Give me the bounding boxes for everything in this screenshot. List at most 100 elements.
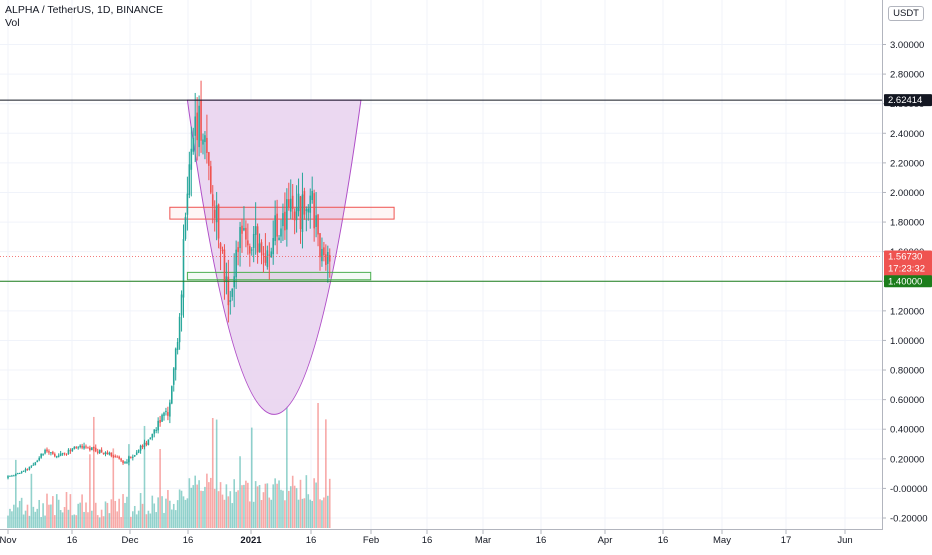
volume-bar: [305, 475, 308, 528]
candle-body: [260, 242, 263, 253]
volume-bar: [198, 480, 200, 528]
candle-body: [268, 254, 271, 256]
volume-bar: [77, 503, 79, 528]
last-price-marker-label: 17:23:32: [888, 263, 925, 274]
volume-bar: [153, 503, 156, 528]
candle-body: [223, 249, 226, 283]
candle-body: [301, 194, 304, 232]
candle-body: [96, 451, 99, 453]
volume-bar: [295, 488, 298, 528]
volume-bar: [327, 495, 329, 528]
volume-label[interactable]: Vol: [5, 17, 20, 29]
volume-bar: [61, 512, 64, 528]
candle-body: [143, 442, 146, 447]
candle-body: [71, 448, 74, 452]
volume-bar: [69, 494, 72, 528]
volume-bar: [299, 479, 302, 528]
candle-body: [22, 470, 25, 472]
volume-bar: [206, 473, 208, 528]
candle-body: [211, 194, 214, 207]
candle-body: [297, 193, 300, 212]
candle-body: [219, 243, 222, 249]
candle-body: [284, 211, 286, 231]
volume-bar: [32, 506, 35, 528]
candle-body: [24, 469, 27, 472]
candle-body: [243, 228, 245, 231]
candle-body: [61, 453, 64, 455]
candle-body: [120, 458, 122, 461]
candle-body: [227, 276, 230, 306]
candle-body: [15, 473, 17, 476]
volume-bar: [89, 454, 91, 528]
candle-body: [159, 420, 161, 423]
volume-bar: [18, 500, 21, 528]
volume-bar: [28, 515, 31, 528]
volume-bar: [184, 499, 187, 528]
volume-bar: [122, 494, 124, 528]
volume-bar: [276, 483, 278, 528]
volume-bar: [315, 482, 317, 528]
candle-body: [137, 450, 140, 453]
candle-body: [20, 471, 23, 473]
volume-bar: [211, 418, 214, 528]
x-tick-label: May: [713, 535, 731, 546]
volume-bar: [133, 505, 136, 528]
volume-bar: [65, 492, 68, 528]
volume-bar: [161, 496, 163, 528]
volume-bar: [311, 500, 313, 528]
volume-bar: [50, 504, 52, 528]
candle-body: [133, 455, 136, 457]
candle-body: [241, 225, 243, 234]
volume-bar: [174, 510, 177, 528]
symbol-title[interactable]: ALPHA / TetherUS, 1D, BINANCE: [5, 4, 163, 16]
candle-body: [50, 452, 52, 454]
volume-bar: [288, 490, 290, 528]
volume-bar: [266, 483, 269, 528]
annotations: [169, 99, 395, 415]
volume-bar: [54, 515, 56, 528]
candle-body: [52, 451, 54, 454]
candle-body: [161, 414, 163, 422]
volume-bar: [120, 517, 122, 528]
candle-body: [188, 164, 191, 195]
volume-bar: [309, 499, 312, 528]
candle-body: [305, 209, 308, 211]
volume-bar: [20, 497, 23, 528]
time-axis[interactable]: Nov 16 Dec 16 2021 16 Feb 16 Mar 16 Apr 16 May 17 Jun: [0, 530, 853, 546]
y-tick-label: 2.80000: [890, 70, 924, 81]
currency-badge[interactable]: USDT: [888, 6, 924, 21]
candle-body: [252, 234, 255, 248]
candle-body: [157, 420, 159, 431]
volume-bar: [268, 497, 271, 528]
volume-bar: [249, 501, 251, 528]
volume-bar: [241, 485, 243, 528]
volume-bar: [178, 489, 181, 528]
resistance-marker-label: 2.62414: [888, 95, 922, 106]
volume-bar: [147, 510, 150, 528]
y-tick-label: 2.40000: [890, 129, 924, 140]
candle-body: [151, 433, 154, 438]
volume-bar: [141, 503, 144, 528]
candle-body: [272, 237, 274, 255]
candle-body: [280, 228, 282, 237]
candle-body: [286, 199, 288, 230]
candle-body: [85, 446, 87, 448]
candle-body: [89, 447, 91, 451]
volume-bar: [157, 497, 159, 528]
volume-bar: [165, 498, 167, 528]
volume-bar: [145, 514, 148, 528]
candle-body: [202, 139, 204, 145]
support-marker-label: 1.40000: [888, 276, 922, 287]
volume-bar: [321, 500, 323, 528]
candle-body: [213, 209, 216, 219]
candle-body: [59, 453, 62, 456]
volume-bar: [149, 513, 152, 528]
candle-body: [46, 449, 48, 452]
volume-bar: [260, 500, 263, 528]
volume-bar: [219, 482, 222, 528]
candle-body: [258, 243, 261, 252]
candle-body: [100, 449, 103, 453]
candle-body: [94, 447, 97, 452]
